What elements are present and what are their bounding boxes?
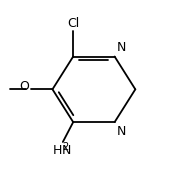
Text: O: O (19, 80, 29, 93)
Text: N: N (117, 41, 126, 54)
Text: 2: 2 (62, 142, 69, 152)
Text: N: N (62, 144, 71, 157)
Text: Cl: Cl (67, 17, 79, 30)
Text: H: H (53, 144, 62, 157)
Text: N: N (117, 125, 126, 138)
